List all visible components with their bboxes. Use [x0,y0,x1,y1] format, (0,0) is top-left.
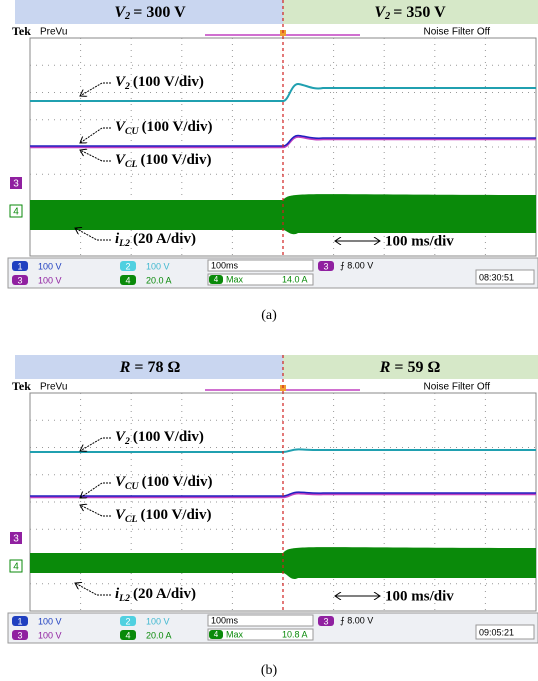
channel-marker-label: 3 [13,179,19,190]
caption: (a) [261,308,277,323]
header-right: R= 59 Ω [379,359,441,376]
trigger: ⨍ 8.00 V [340,615,373,625]
subscript: L2 [118,238,130,249]
channel-number: 2 [125,261,130,271]
channel-value: 100 V [146,616,170,626]
figure: V2= 300 VV2= 350 VTekPreVuNoise Filter O… [0,0,538,681]
symbol: R [119,359,131,376]
text: (100 V/div) [142,474,213,490]
caption: (b) [261,663,278,678]
channel-value: 100 V [38,630,62,640]
channel-value: 100 V [38,275,62,285]
measure-value: 14.0 A [282,274,308,284]
timebase-label: 100 ms/div [385,588,454,604]
channel-value: 20.0 A [146,630,172,640]
measure-channel: 4 [214,275,219,284]
text: (20 A/div) [133,231,196,247]
text: (100 V/div) [140,507,211,523]
text: (100 V/div) [133,429,204,445]
channel-marker-label: 4 [13,207,19,218]
il2-trace [283,194,536,234]
subscript: CL [125,514,138,525]
mode: PreVu [40,27,67,38]
subscript: 2 [124,436,130,447]
channel-number: 1 [17,261,22,271]
text: = 78 Ω [134,359,180,376]
page: {"panels": [ {"header_left": {"symbol": … [0,0,538,681]
il2-trace [283,547,536,579]
filter: Noise Filter Off [424,382,491,393]
channel-number: 3 [17,630,22,640]
measure: Max [226,274,244,284]
trigger-channel: 3 [323,261,328,271]
timebase-label: 100 ms/div [385,233,454,249]
time: 08:30:51 [479,272,514,282]
channel-value: 20.0 A [146,275,172,285]
text: (20 A/div) [133,586,196,602]
trigger-channel: 3 [323,616,328,626]
channel-number: 4 [125,630,130,640]
channel-number: 2 [125,616,130,626]
header-left: R= 78 Ω [119,359,181,376]
channel-number: 1 [17,616,22,626]
channel-marker-label: 3 [13,534,19,545]
channel-number: 4 [125,275,130,285]
text: (100 V/div) [142,119,213,135]
subscript: CU [125,126,140,137]
measure-value: 10.8 A [282,629,308,639]
il2-trace [30,553,283,573]
measure: Max [226,629,244,639]
brand: Tek [12,379,31,393]
brand: Tek [12,24,31,38]
il2-trace [30,200,283,230]
trigger: ⨍ 8.00 V [340,260,373,270]
text: = 350 V [393,4,446,21]
subscript: 2 [124,11,130,22]
subscript: L2 [118,593,130,604]
text: (100 V/div) [140,152,211,168]
time: 09:05:21 [479,627,514,637]
subscript: 2 [124,81,130,92]
text: = 300 V [133,4,186,21]
filter: Noise Filter Off [424,27,491,38]
channel-value: 100 V [38,616,62,626]
channel-value: 100 V [38,261,62,271]
symbol: R [379,359,391,376]
subscript: CU [125,481,140,492]
timebase: 100ms [211,615,239,625]
subscript: 2 [384,11,390,22]
channel-number: 3 [17,275,22,285]
measure-channel: 4 [214,630,219,639]
subscript: CL [125,159,138,170]
text: (100 V/div) [133,74,204,90]
mode: PreVu [40,382,67,393]
channel-value: 100 V [146,261,170,271]
channel-marker-label: 4 [13,562,19,573]
text: = 59 Ω [394,359,440,376]
timebase: 100ms [211,260,239,270]
